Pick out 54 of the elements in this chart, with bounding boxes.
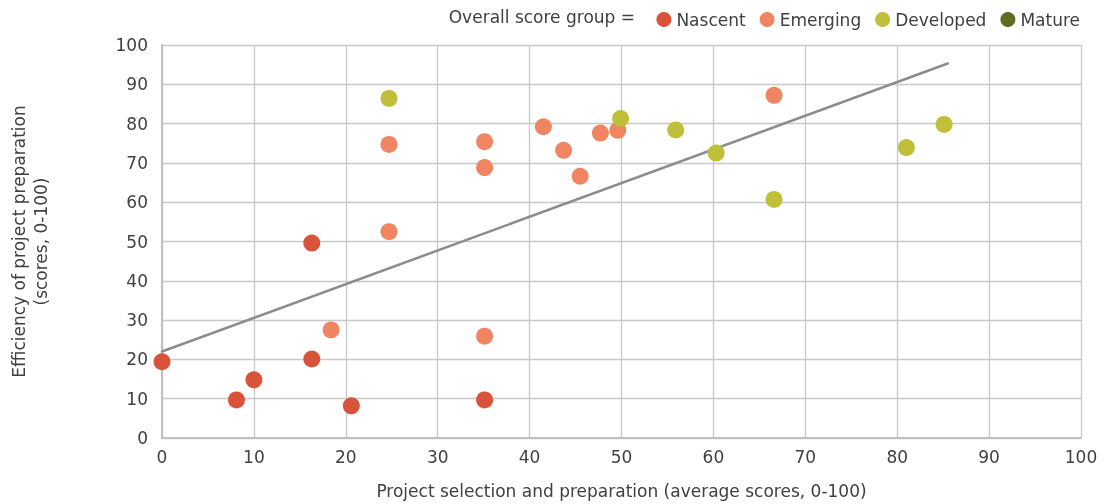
y-tick-label: 30 [126, 310, 148, 331]
x-tick-label: 80 [886, 446, 909, 467]
x-tick-label: 100 [1064, 446, 1098, 467]
x-tick-label: 50 [610, 446, 633, 467]
point [303, 350, 321, 368]
y-axis-title: Efficiency of project preparation (scores, 0-100) [9, 105, 51, 378]
point [555, 141, 573, 159]
point [612, 109, 630, 127]
x-axis-title: Project selection and preparation (average scores, 0-100) [376, 480, 867, 501]
point [765, 190, 783, 208]
point [245, 371, 263, 389]
point [935, 115, 953, 133]
point [476, 391, 494, 409]
x-tick-label: 40 [518, 446, 541, 467]
x-tick-label: 90 [978, 446, 1000, 467]
point [153, 353, 171, 371]
x-tick-label: 30 [426, 446, 449, 467]
x-tick-label: 20 [334, 446, 357, 467]
point [667, 121, 685, 139]
y-tick-label: 50 [126, 231, 148, 252]
x-tick-label: 60 [702, 446, 725, 467]
point [765, 86, 783, 104]
y-tick-label: 90 [126, 74, 148, 95]
legend-title: Overall score group = [448, 6, 635, 27]
y-tick-label: 80 [126, 113, 148, 134]
legend-label: Developed [895, 9, 987, 30]
legend-label: Nascent [676, 9, 746, 30]
point [303, 234, 321, 252]
point [591, 124, 609, 142]
y-tick-label: 100 [115, 35, 148, 55]
point [476, 159, 494, 177]
y-tick-label: 70 [126, 152, 148, 173]
y-tick-label: 40 [126, 270, 148, 291]
legend-label: Emerging [779, 9, 862, 30]
point [322, 321, 340, 339]
y-tick-label: 60 [126, 192, 148, 213]
point [897, 139, 915, 157]
point [707, 144, 725, 162]
x-tick-label: 0 [156, 446, 168, 467]
x-tick-label: 10 [243, 446, 265, 467]
x-tick-label: 70 [794, 446, 817, 467]
y-tick-label: 0 [137, 428, 148, 448]
point [380, 223, 398, 241]
point [380, 135, 398, 153]
point [342, 397, 360, 415]
point [534, 118, 552, 136]
y-tick-label: 10 [126, 388, 148, 409]
legend-label: Mature [1020, 9, 1081, 30]
point [476, 133, 494, 151]
point [227, 391, 245, 409]
y-tick-label: 20 [126, 349, 148, 370]
point [380, 89, 398, 107]
point [476, 327, 494, 345]
point [571, 167, 589, 185]
